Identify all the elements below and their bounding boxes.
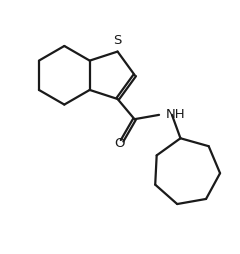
Text: S: S (113, 34, 122, 47)
Text: NH: NH (166, 108, 185, 121)
Text: O: O (114, 137, 124, 150)
